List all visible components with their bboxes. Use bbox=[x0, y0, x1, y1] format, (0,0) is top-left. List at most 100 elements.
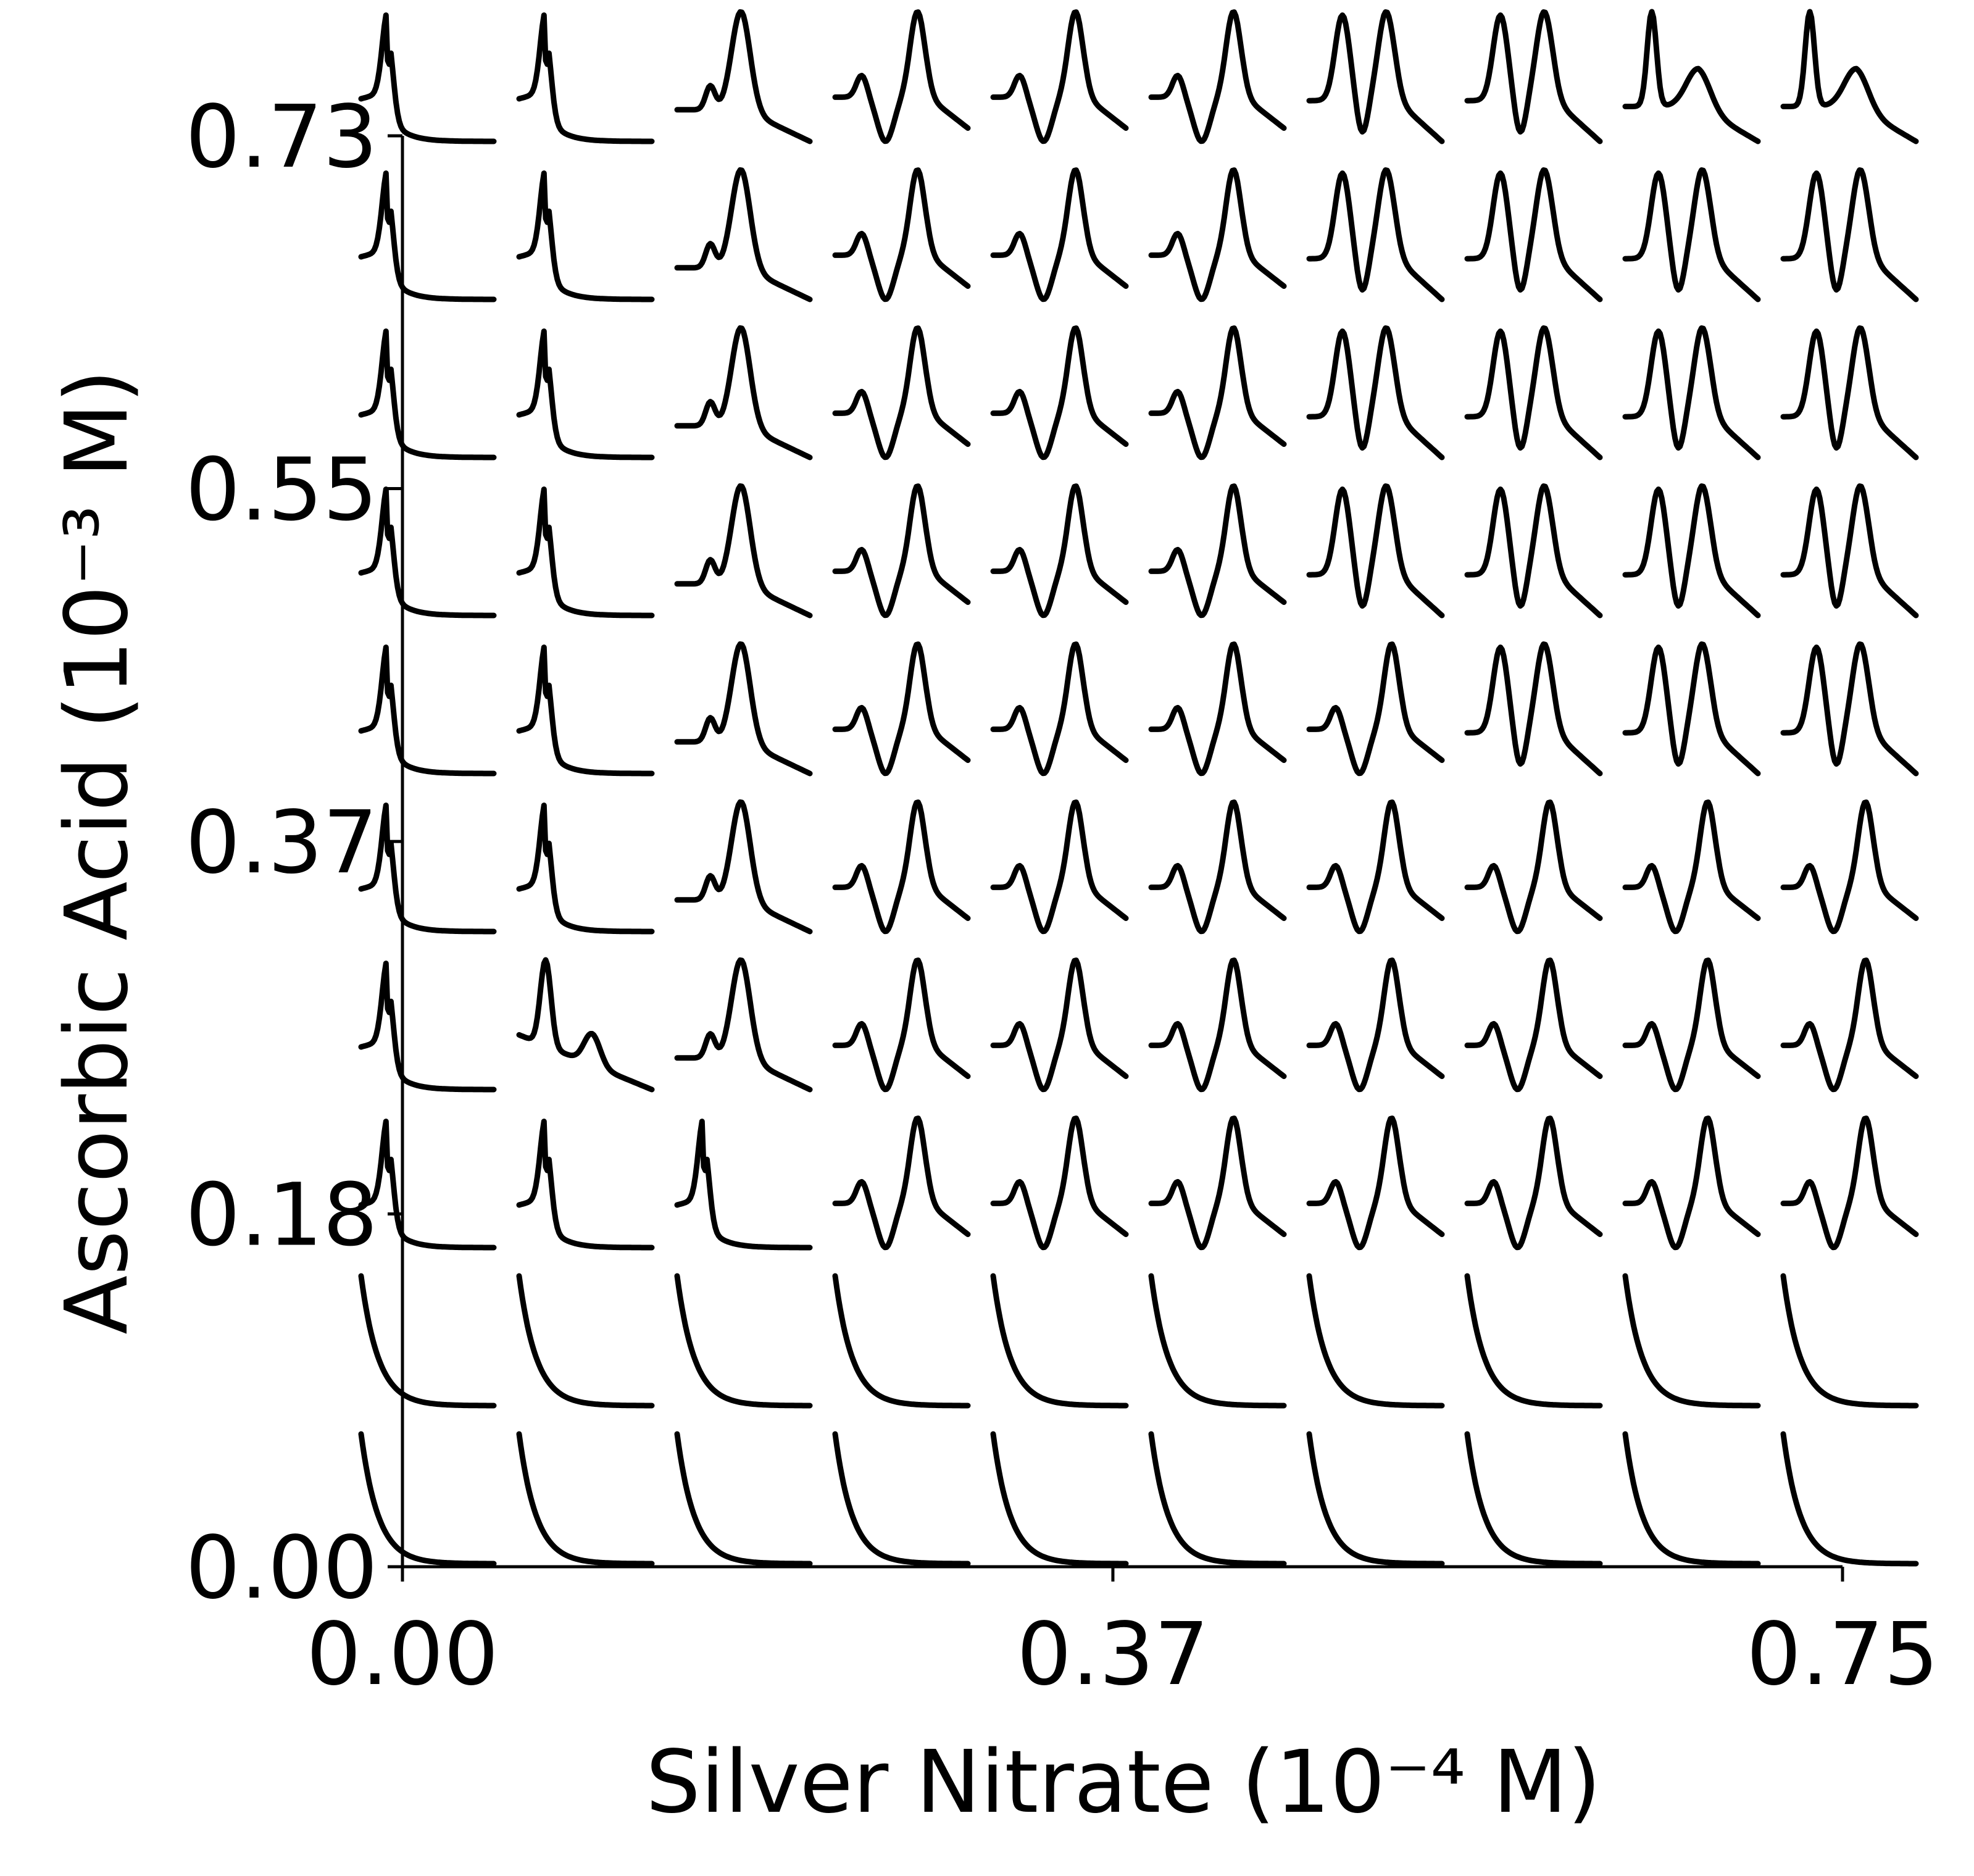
spectrum-line bbox=[1148, 1273, 1287, 1409]
spectrum-line bbox=[358, 328, 497, 461]
spectrum-line bbox=[990, 325, 1129, 461]
spectrum-line bbox=[516, 803, 655, 935]
spectrum-line bbox=[1306, 641, 1445, 777]
spectrum-line bbox=[358, 486, 497, 619]
x-tick-label: 0.75 bbox=[1746, 1604, 1939, 1705]
spectrum-line bbox=[990, 957, 1129, 1093]
x-axis-ticks: 0.00 0.37 0.75 bbox=[306, 1567, 1939, 1705]
spectrum-line bbox=[516, 644, 655, 777]
spectrum-line bbox=[674, 167, 813, 302]
spectrum-line bbox=[1780, 167, 1919, 302]
spectrum-line bbox=[1464, 1273, 1603, 1409]
y-tick-label: 0.55 bbox=[185, 440, 378, 541]
spectrum-line bbox=[358, 803, 497, 935]
spectrum-line bbox=[1148, 483, 1287, 619]
spectra-layer bbox=[358, 9, 1919, 1567]
spectrum-line bbox=[990, 1273, 1129, 1409]
spectrum-line bbox=[1464, 1431, 1603, 1567]
spectrum-line bbox=[1306, 483, 1445, 619]
spectrum-line bbox=[674, 483, 813, 619]
spectrum-line bbox=[1306, 325, 1445, 461]
spectrum-line bbox=[1780, 957, 1919, 1093]
spectrum-line bbox=[674, 641, 813, 777]
spectrum-line bbox=[1780, 799, 1919, 935]
y-tick-label: 0.73 bbox=[185, 87, 378, 188]
spectrum-line bbox=[1464, 483, 1603, 619]
spectrum-line bbox=[1464, 641, 1603, 777]
spectrum-line bbox=[1148, 9, 1287, 144]
spectrum-line bbox=[1780, 1431, 1919, 1567]
spectrum-line bbox=[1622, 325, 1761, 461]
spectrum-line bbox=[516, 486, 655, 619]
spectrum-line bbox=[1622, 957, 1761, 1093]
spectrum-line bbox=[1306, 9, 1445, 144]
spectrum-line bbox=[1780, 641, 1919, 777]
spectrum-line bbox=[1148, 957, 1287, 1093]
spectrum-line bbox=[674, 1273, 813, 1409]
spectrum-line bbox=[990, 1115, 1129, 1251]
spectrum-line bbox=[990, 1431, 1129, 1567]
spectrum-line bbox=[358, 1273, 497, 1409]
spectrum-line bbox=[1148, 799, 1287, 935]
spectrum-line bbox=[358, 170, 497, 302]
spectrum-line bbox=[1622, 9, 1761, 144]
spectrum-line bbox=[832, 483, 971, 619]
spectrum-line bbox=[358, 1431, 497, 1567]
spectrum-line bbox=[674, 9, 813, 144]
spectrum-line bbox=[1780, 325, 1919, 461]
spectrum-line bbox=[516, 170, 655, 302]
spectrum-line bbox=[832, 325, 971, 461]
spectrum-line bbox=[1622, 799, 1761, 935]
spectrum-line bbox=[1464, 167, 1603, 302]
y-tick-label: 0.18 bbox=[185, 1165, 378, 1265]
spectrum-line bbox=[832, 957, 971, 1093]
spectrum-line bbox=[1306, 167, 1445, 302]
spectrum-line bbox=[832, 9, 971, 144]
spectrum-line bbox=[990, 641, 1129, 777]
spectrum-line bbox=[832, 799, 971, 935]
spectrum-line bbox=[516, 1431, 655, 1567]
y-tick-label: 0.00 bbox=[185, 1518, 378, 1619]
y-axis-label: Ascorbic Acid (10⁻³ M) bbox=[47, 369, 148, 1334]
spectrum-line bbox=[1148, 1115, 1287, 1251]
spectrum-line bbox=[990, 799, 1129, 935]
spectrum-line bbox=[832, 641, 971, 777]
spectrum-line bbox=[1622, 1431, 1761, 1567]
spectrum-line bbox=[1464, 9, 1603, 144]
spectrum-line bbox=[674, 957, 813, 1093]
spectrum-line bbox=[674, 799, 813, 935]
spectrum-line bbox=[1622, 1115, 1761, 1251]
spectrum-line bbox=[358, 1119, 497, 1251]
spectrum-line bbox=[1622, 641, 1761, 777]
spectrum-line bbox=[1622, 1273, 1761, 1409]
spectrum-line bbox=[1622, 483, 1761, 619]
x-tick-label: 0.37 bbox=[1017, 1604, 1209, 1705]
spectrum-line bbox=[1306, 799, 1445, 935]
spectrum-line bbox=[1464, 325, 1603, 461]
y-tick-label: 0.37 bbox=[185, 793, 378, 893]
spectrum-line bbox=[1780, 9, 1919, 144]
spectrum-line bbox=[1306, 1115, 1445, 1251]
spectrum-line bbox=[1464, 957, 1603, 1093]
spectrum-line bbox=[516, 1273, 655, 1409]
spectrum-line bbox=[674, 1431, 813, 1567]
spectrum-line bbox=[1148, 325, 1287, 461]
spectrum-line bbox=[516, 1119, 655, 1251]
spectrum-line bbox=[674, 325, 813, 461]
spectrum-line bbox=[516, 12, 655, 144]
spectrum-line bbox=[990, 167, 1129, 302]
spectrum-line bbox=[832, 1115, 971, 1251]
y-axis-ticks: 0.00 0.18 0.37 0.55 0.73 bbox=[185, 87, 402, 1619]
spectrum-line bbox=[516, 957, 655, 1093]
x-tick-label: 0.00 bbox=[306, 1604, 499, 1705]
spectrum-line bbox=[1464, 799, 1603, 935]
spectrum-line bbox=[832, 167, 971, 302]
spectrum-line bbox=[832, 1431, 971, 1567]
spectrum-line bbox=[1780, 1273, 1919, 1409]
spectrum-line bbox=[1622, 167, 1761, 302]
spectrum-line bbox=[990, 9, 1129, 144]
spectrum-line bbox=[358, 12, 497, 144]
spectrum-line bbox=[1306, 957, 1445, 1093]
spectrum-line bbox=[1464, 1115, 1603, 1251]
